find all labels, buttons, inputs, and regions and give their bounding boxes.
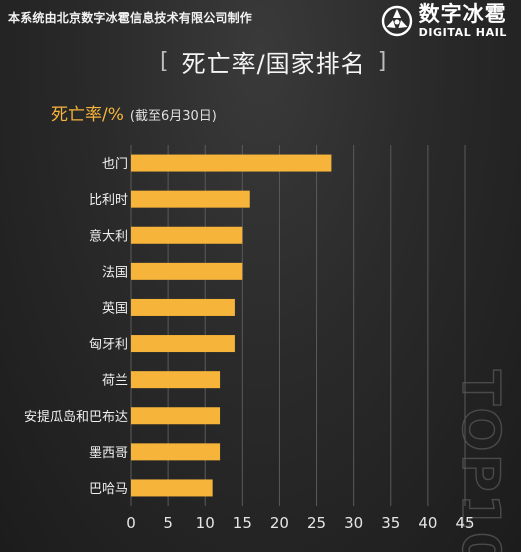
category-label: 安提瓜岛和巴布达 (24, 409, 128, 425)
source-credit: 本系统由北京数字冰雹信息技术有限公司制作 (8, 11, 253, 25)
x-tick-label: 15 (233, 514, 252, 532)
chart-title: 死亡率/国家排名 (181, 50, 366, 78)
x-tick-label: 25 (307, 514, 326, 532)
bar (131, 226, 243, 244)
logo-en-text: DIGITAL HAIL (418, 26, 507, 39)
chart-title-wrap: [ 死亡率/国家排名 ] (148, 44, 399, 79)
x-tick-label: 35 (381, 514, 400, 532)
bar (131, 262, 243, 280)
brand-logo: 数字冰雹 DIGITAL HAIL (380, 4, 507, 38)
title-bracket-left: [ (160, 49, 170, 74)
category-label: 比利时 (89, 193, 128, 208)
axis-label-wrap: 死亡率/% (截至6月30日) (51, 100, 217, 125)
top10-watermark: TOP10 (450, 370, 510, 552)
bar (131, 298, 235, 316)
logo-cn-text: 数字冰雹 (418, 2, 507, 26)
x-tick-label: 30 (344, 514, 363, 532)
title-bracket-right: ] (377, 49, 388, 74)
bar (131, 371, 221, 389)
x-tick-label: 20 (270, 514, 289, 532)
category-label: 英国 (102, 301, 128, 316)
bar (131, 479, 213, 497)
category-label: 巴哈马 (89, 482, 128, 497)
category-label: 法国 (102, 265, 128, 280)
category-label: 意大利 (89, 228, 128, 244)
category-label: 墨西哥 (89, 446, 128, 461)
x-tick-label: 45 (455, 514, 474, 532)
category-label: 荷兰 (102, 374, 128, 389)
x-tick-label: 5 (163, 514, 173, 532)
bar (131, 407, 221, 425)
bar (131, 190, 250, 208)
hail-logo-icon (381, 5, 412, 37)
x-tick-label: 40 (418, 514, 437, 532)
bar (131, 154, 332, 172)
date-note: (截至6月30日) (129, 109, 217, 124)
y-axis-label: 死亡率/% (51, 105, 124, 125)
x-tick-label: 0 (126, 514, 136, 532)
bar (131, 335, 235, 353)
category-label: 匈牙利 (89, 338, 128, 353)
bar (131, 443, 221, 461)
category-label: 也门 (102, 157, 128, 172)
x-tick-label: 10 (196, 514, 215, 532)
